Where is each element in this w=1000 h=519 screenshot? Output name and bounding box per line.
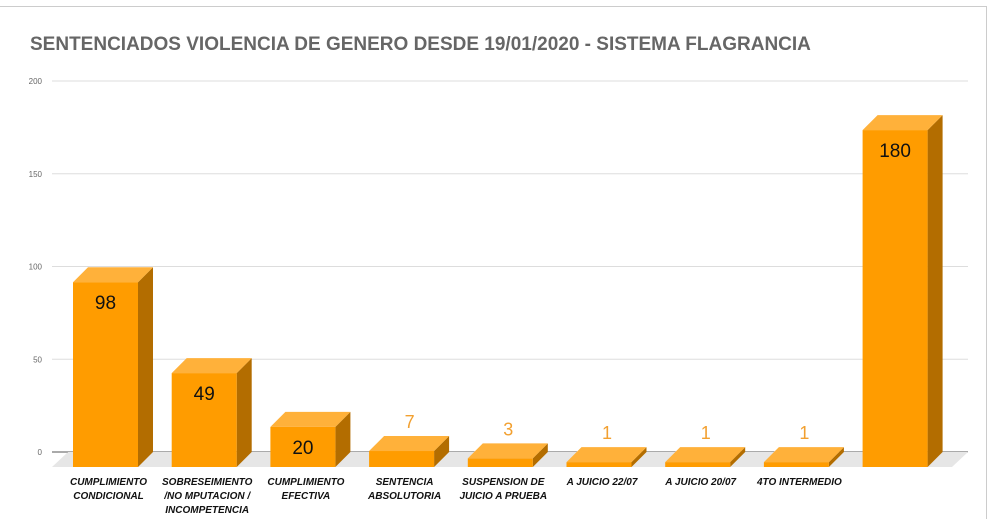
chart-frame: [0, 6, 987, 519]
data-label: 98: [95, 293, 116, 314]
bar-top: [665, 447, 746, 463]
bar-top: [171, 358, 252, 374]
bar-side: [434, 436, 450, 467]
bar: [566, 462, 632, 467]
bar: [665, 462, 731, 467]
bar-top: [862, 115, 943, 131]
x-tick-label: CUMPLIMIENTO: [70, 477, 147, 488]
y-tick-label: 50: [33, 355, 42, 364]
bar-side: [927, 115, 943, 467]
bar-top: [270, 411, 351, 427]
x-tick-label: CUMPLIMIENTO: [267, 477, 344, 488]
x-tick-label: INCOMPETENCIA: [165, 505, 249, 516]
x-tick-label: ABSOLUTORIA: [367, 491, 441, 502]
bar: [369, 451, 435, 467]
x-tick-label: JUICIO A PRUEBA: [459, 491, 547, 502]
data-label: 20: [292, 438, 313, 459]
bar: [171, 373, 237, 467]
bar: [270, 426, 336, 467]
bar-top: [73, 267, 153, 283]
y-tick-label: 0: [38, 448, 43, 457]
bar-side: [138, 267, 153, 467]
data-label: 1: [602, 423, 612, 443]
bar-side: [828, 447, 844, 467]
bar-top: [467, 443, 548, 459]
bar-top: [369, 436, 450, 452]
bar-side: [236, 358, 252, 467]
x-tick-label: EFECTIVA: [282, 491, 331, 502]
bar: [763, 462, 829, 467]
x-tick-label: 4TO INTERMEDIO: [756, 477, 842, 488]
data-label: 1: [799, 423, 809, 443]
bar-side: [730, 447, 746, 467]
x-tick-label: A JUICIO 22/07: [566, 477, 638, 488]
y-tick-label: 150: [29, 170, 43, 179]
y-tick-label: 200: [29, 77, 43, 86]
bar-top: [763, 447, 844, 463]
data-label: 1: [701, 423, 711, 443]
data-label: 180: [879, 141, 911, 162]
x-tick-label: CONDICIONAL: [73, 491, 144, 502]
x-tick-label: /NO MPUTACION /: [163, 491, 251, 502]
chart-title: SENTENCIADOS VIOLENCIA DE GENERO DESDE 1…: [30, 34, 811, 55]
data-label: 3: [503, 419, 513, 439]
bar: [73, 282, 138, 467]
x-tick-label: A JUICIO 20/07: [664, 477, 736, 488]
bar-side: [532, 443, 548, 467]
bar: [862, 130, 928, 467]
data-label: 7: [405, 412, 415, 432]
y-tick-label: 100: [29, 263, 43, 272]
x-tick-label: SENTENCIA: [376, 477, 434, 488]
bar-side: [631, 447, 647, 467]
x-tick-label: SOBRESEIMIENTO: [162, 477, 253, 488]
bar: [467, 458, 533, 467]
data-label: 49: [194, 384, 215, 405]
bar-side: [335, 411, 351, 467]
bar-top: [566, 447, 647, 463]
x-tick-label: SUSPENSION DE: [462, 477, 545, 488]
